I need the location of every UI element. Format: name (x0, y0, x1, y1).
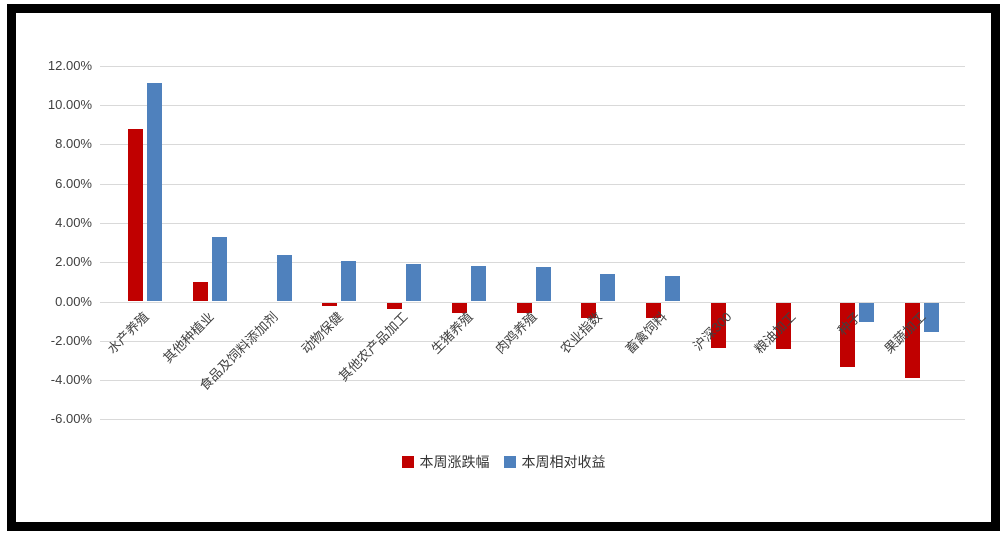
bar-relative-return (535, 267, 551, 302)
y-axis-tick-label: 0.00% (55, 293, 92, 309)
y-axis-tick-label: 6.00% (55, 175, 92, 191)
bar-weekly-change (192, 281, 208, 302)
x-axis-category-label: 动物保健 (298, 309, 346, 357)
grid-line (100, 65, 965, 67)
bar-weekly-change (710, 302, 726, 348)
grid-line (100, 222, 965, 224)
x-axis-category-label: 生猪养殖 (428, 309, 476, 357)
legend-swatch-relative-return-icon (503, 456, 516, 468)
y-axis-tick-label: 8.00% (55, 136, 92, 152)
bar-weekly-change (905, 302, 920, 379)
legend-label-relative-return: 本周相对收益 (521, 454, 606, 470)
grid-line (100, 419, 965, 421)
grid-line (100, 301, 965, 303)
bar-weekly-change (128, 128, 143, 302)
x-axis-category-label: 水产养殖 (104, 309, 152, 357)
y-axis-tick-label: -2.00% (50, 332, 92, 348)
bar-relative-return (665, 275, 680, 302)
bar-relative-return (924, 302, 939, 332)
bar-weekly-change (516, 302, 532, 314)
legend-item-weekly-change: 本周涨跌幅 (401, 452, 490, 472)
bar-weekly-change (646, 302, 661, 319)
bar-relative-return (859, 302, 875, 323)
bar-weekly-change (581, 302, 597, 319)
bar-relative-return (600, 273, 616, 302)
legend-swatch-weekly-change-icon (401, 456, 414, 468)
grid-line (100, 340, 965, 342)
bar-relative-return (470, 266, 486, 302)
bar-relative-return (276, 255, 292, 302)
chart-legend: 本周涨跌幅 本周相对收益 (0, 452, 1007, 472)
chart-frame-border (7, 4, 1000, 531)
bar-relative-return (147, 83, 162, 302)
x-axis-category-label: 肉鸡养殖 (492, 309, 541, 357)
y-axis-tick-label: -4.00% (50, 372, 92, 388)
y-axis-tick-label: 4.00% (55, 214, 92, 230)
bar-relative-return (211, 236, 227, 302)
bar-weekly-change (322, 302, 338, 307)
bar-weekly-change (775, 302, 791, 349)
grid-line (100, 262, 965, 264)
y-axis-tick-label: 10.00% (47, 97, 92, 112)
y-axis-tick-label: -6.00% (50, 411, 92, 427)
legend-label-weekly-change: 本周涨跌幅 (419, 454, 490, 470)
grid-line (100, 144, 965, 146)
y-axis-tick-label: 12.00% (47, 57, 92, 73)
x-axis-category-label: 其他种植业 (159, 309, 217, 366)
bar-weekly-change (451, 302, 467, 314)
grid-line (100, 183, 965, 185)
bar-relative-return (406, 264, 421, 302)
grid-line (100, 380, 965, 382)
legend-item-relative-return: 本周相对收益 (503, 452, 606, 472)
bar-relative-return (341, 261, 357, 302)
y-axis-tick-label: 2.00% (55, 254, 92, 270)
grid-line (100, 105, 965, 106)
bar-weekly-change (840, 302, 856, 368)
bar-weekly-change (387, 302, 402, 310)
